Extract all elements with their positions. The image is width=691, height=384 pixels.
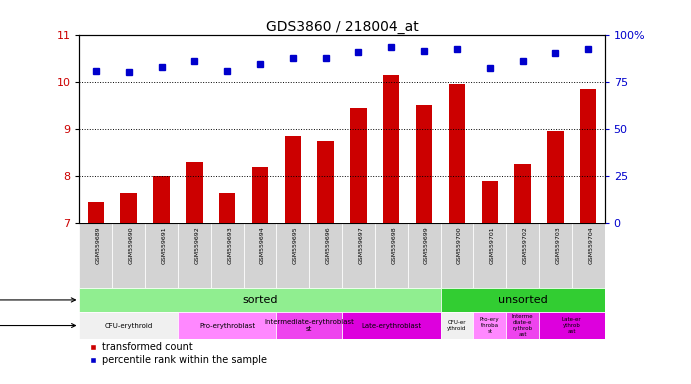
Bar xyxy=(88,202,104,223)
Bar xyxy=(317,141,334,223)
Text: GSM559702: GSM559702 xyxy=(522,227,527,264)
Text: GSM559692: GSM559692 xyxy=(194,227,199,264)
Text: GSM559694: GSM559694 xyxy=(260,227,265,264)
Bar xyxy=(342,223,375,288)
Text: Late-er
ythrob
ast: Late-er ythrob ast xyxy=(562,317,582,334)
Text: GSM559697: GSM559697 xyxy=(359,227,363,264)
Text: unsorted: unsorted xyxy=(498,295,547,305)
Bar xyxy=(547,131,564,223)
Bar xyxy=(309,223,342,288)
Legend: transformed count, percentile rank within the sample: transformed count, percentile rank withi… xyxy=(84,338,271,369)
Bar xyxy=(473,223,506,288)
Text: CFU-er
ythroid: CFU-er ythroid xyxy=(447,320,466,331)
Bar xyxy=(276,312,342,339)
Bar xyxy=(416,105,433,223)
Text: Interme
diate-e
rythrob
ast: Interme diate-e rythrob ast xyxy=(512,314,533,337)
Bar xyxy=(178,312,276,339)
Text: protocol: protocol xyxy=(0,295,75,305)
Text: Intermediate-erythroblast
st: Intermediate-erythroblast st xyxy=(264,319,354,332)
Text: GSM559704: GSM559704 xyxy=(588,227,593,264)
Bar xyxy=(276,223,309,288)
Text: GSM559693: GSM559693 xyxy=(227,227,232,264)
Bar xyxy=(350,108,367,223)
Text: GSM559700: GSM559700 xyxy=(457,227,462,264)
Bar xyxy=(571,223,605,288)
Text: Pro-erythroblast: Pro-erythroblast xyxy=(199,323,255,329)
Text: GSM559698: GSM559698 xyxy=(391,227,396,264)
Bar xyxy=(473,312,506,339)
Bar xyxy=(448,84,465,223)
Text: GSM559701: GSM559701 xyxy=(490,227,495,264)
Text: CFU-erythroid: CFU-erythroid xyxy=(104,323,153,329)
Text: development stage: development stage xyxy=(0,321,75,331)
Bar xyxy=(186,162,202,223)
Bar xyxy=(440,223,473,288)
Bar xyxy=(539,223,571,288)
Bar xyxy=(153,176,170,223)
Text: GSM559690: GSM559690 xyxy=(129,227,133,264)
Bar xyxy=(178,223,211,288)
Bar xyxy=(580,89,596,223)
Bar xyxy=(539,312,605,339)
Text: GSM559696: GSM559696 xyxy=(325,227,330,264)
Bar xyxy=(79,288,440,312)
Bar xyxy=(440,288,605,312)
Bar xyxy=(120,192,137,223)
Text: GSM559695: GSM559695 xyxy=(293,227,298,264)
Text: Late-erythroblast: Late-erythroblast xyxy=(361,323,422,329)
Title: GDS3860 / 218004_at: GDS3860 / 218004_at xyxy=(265,20,419,33)
Text: GSM559689: GSM559689 xyxy=(96,227,101,264)
Bar xyxy=(375,223,408,288)
Text: GSM559691: GSM559691 xyxy=(162,227,167,264)
Bar xyxy=(285,136,301,223)
Bar xyxy=(342,312,440,339)
Bar xyxy=(79,312,178,339)
Bar xyxy=(243,223,276,288)
Bar xyxy=(514,164,531,223)
Text: Pro-ery
throba
st: Pro-ery throba st xyxy=(480,317,500,334)
Bar xyxy=(252,167,268,223)
Bar xyxy=(408,223,440,288)
Bar xyxy=(506,223,539,288)
Text: sorted: sorted xyxy=(243,295,278,305)
Bar xyxy=(145,223,178,288)
Bar xyxy=(219,192,236,223)
Bar xyxy=(383,74,399,223)
Bar xyxy=(506,312,539,339)
Bar xyxy=(211,223,243,288)
Bar xyxy=(79,223,112,288)
Text: GSM559703: GSM559703 xyxy=(556,227,560,264)
Bar xyxy=(440,312,473,339)
Text: GSM559699: GSM559699 xyxy=(424,227,429,264)
Bar xyxy=(482,181,498,223)
Bar xyxy=(112,223,145,288)
